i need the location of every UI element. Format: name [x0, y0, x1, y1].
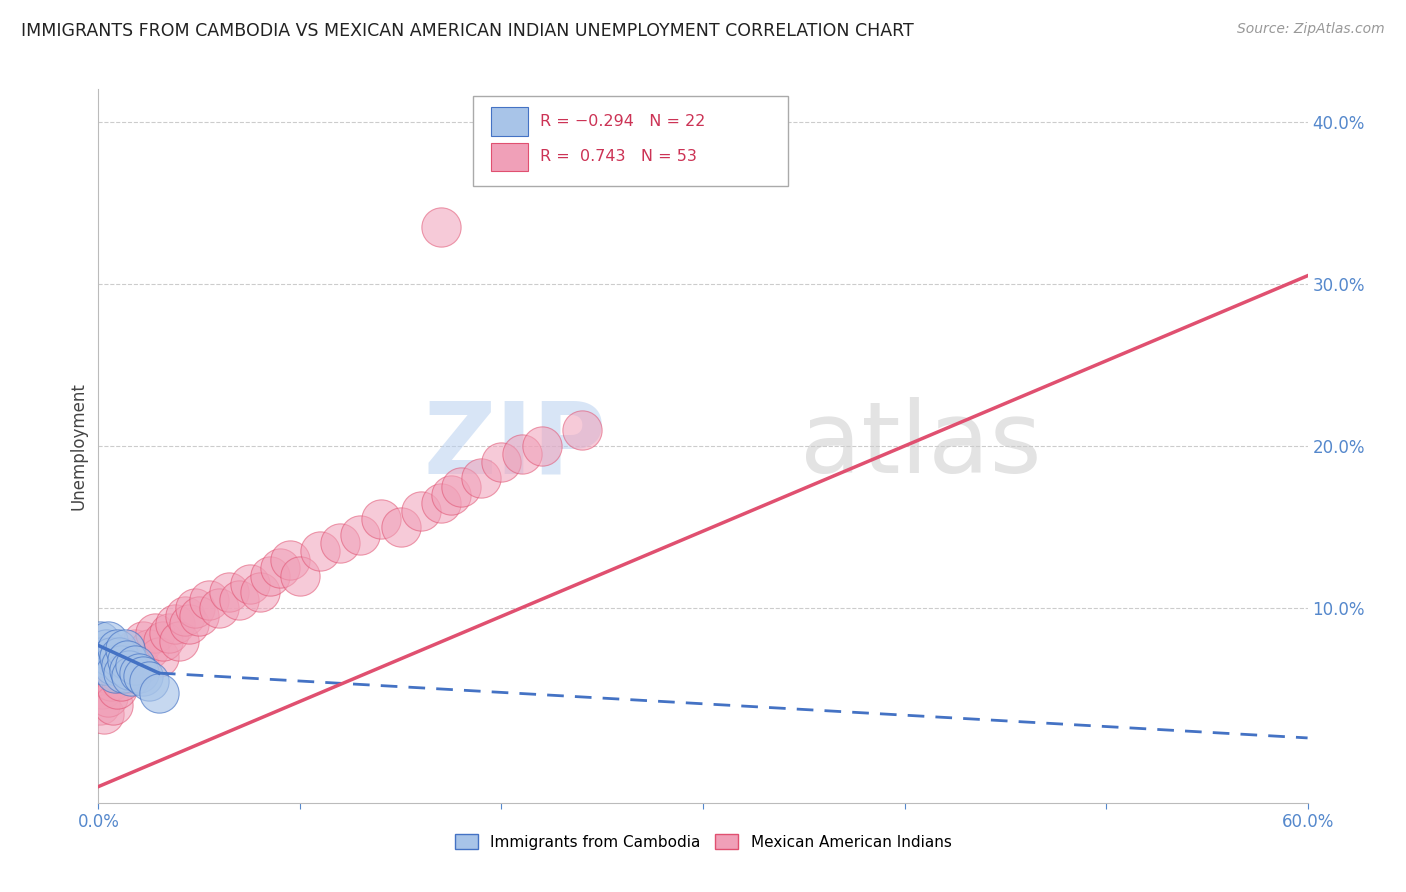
Point: [91, 649, 114, 664]
Point: [111, 649, 134, 664]
Text: ZIP: ZIP: [423, 398, 606, 494]
Point: [148, 685, 170, 699]
Point: [132, 669, 155, 683]
Point: [118, 663, 141, 677]
Point: [103, 666, 125, 681]
Point: [228, 593, 250, 607]
Point: [349, 528, 371, 542]
Point: [121, 649, 143, 664]
Point: [409, 504, 432, 518]
Point: [163, 617, 186, 632]
Point: [450, 479, 472, 493]
Point: [93, 706, 115, 721]
Point: [152, 633, 174, 648]
Point: [530, 439, 553, 453]
Text: R = −0.294   N = 22: R = −0.294 N = 22: [540, 114, 706, 128]
Point: [510, 447, 533, 461]
Point: [91, 682, 114, 697]
Point: [239, 577, 262, 591]
Point: [103, 657, 125, 672]
Point: [115, 653, 138, 667]
Point: [97, 633, 120, 648]
Point: [105, 682, 128, 697]
Point: [218, 585, 240, 599]
Point: [269, 560, 291, 574]
Point: [167, 633, 190, 648]
Point: [89, 633, 111, 648]
Point: [110, 674, 132, 689]
Point: [97, 690, 120, 705]
Point: [124, 657, 146, 672]
Point: [491, 455, 513, 469]
Point: [288, 568, 311, 582]
Point: [128, 657, 150, 672]
Text: atlas: atlas: [800, 398, 1042, 494]
Point: [148, 649, 170, 664]
Point: [96, 666, 118, 681]
Legend: Immigrants from Cambodia, Mexican American Indians: Immigrants from Cambodia, Mexican Americ…: [449, 828, 957, 855]
Point: [120, 669, 142, 683]
Point: [124, 641, 146, 656]
Point: [96, 641, 118, 656]
Point: [174, 609, 197, 624]
Bar: [492, 107, 527, 136]
Point: [370, 512, 392, 526]
Text: R =  0.743   N = 53: R = 0.743 N = 53: [540, 150, 696, 164]
Point: [101, 698, 124, 713]
Point: [107, 649, 129, 664]
Point: [430, 496, 453, 510]
Point: [179, 617, 201, 632]
Point: [107, 666, 129, 681]
Point: [100, 649, 122, 664]
Point: [309, 544, 332, 558]
Text: IMMIGRANTS FROM CAMBODIA VS MEXICAN AMERICAN INDIAN UNEMPLOYMENT CORRELATION CHA: IMMIGRANTS FROM CAMBODIA VS MEXICAN AMER…: [21, 22, 914, 40]
Point: [440, 488, 463, 502]
Point: [110, 657, 132, 672]
Point: [87, 649, 110, 664]
FancyBboxPatch shape: [474, 96, 787, 186]
Point: [132, 633, 155, 648]
Point: [143, 625, 166, 640]
Y-axis label: Unemployment: Unemployment: [69, 382, 87, 510]
Point: [249, 585, 271, 599]
Point: [128, 666, 150, 681]
Point: [278, 552, 301, 566]
Point: [259, 568, 281, 582]
Point: [93, 657, 115, 672]
Point: [470, 471, 492, 485]
Point: [138, 674, 160, 689]
Point: [101, 657, 124, 672]
Point: [111, 666, 134, 681]
Text: Source: ZipAtlas.com: Source: ZipAtlas.com: [1237, 22, 1385, 37]
Point: [329, 536, 352, 550]
Point: [157, 625, 180, 640]
Point: [114, 657, 136, 672]
Point: [430, 220, 453, 235]
Bar: [492, 143, 527, 171]
Point: [114, 641, 136, 656]
Point: [100, 674, 122, 689]
Point: [138, 641, 160, 656]
Point: [198, 593, 221, 607]
Point: [571, 423, 593, 437]
Point: [184, 601, 207, 615]
Point: [118, 666, 141, 681]
Point: [188, 609, 211, 624]
Point: [208, 601, 231, 615]
Point: [105, 641, 128, 656]
Point: [389, 520, 412, 534]
Point: [89, 698, 111, 713]
